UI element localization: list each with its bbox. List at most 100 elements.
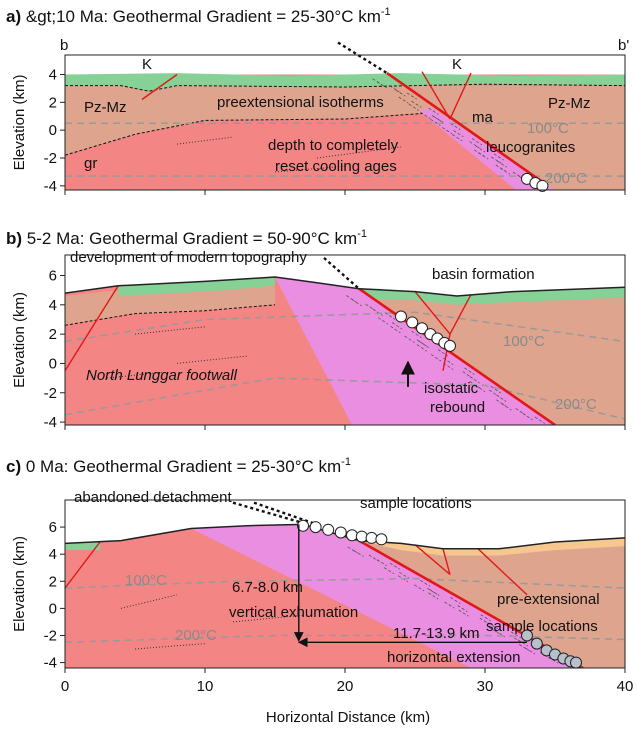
detachment — [386, 72, 549, 187]
sample — [395, 310, 407, 323]
fabric — [457, 605, 468, 612]
sample — [365, 531, 378, 544]
annotation: ma — [472, 109, 493, 126]
annotation: K — [142, 56, 152, 73]
unit — [118, 277, 275, 296]
annotation: sample locations — [486, 618, 598, 635]
fabric — [534, 416, 546, 424]
fabric — [346, 295, 357, 303]
sample — [530, 637, 543, 650]
fabric — [441, 127, 453, 135]
isotherm-trace — [120, 594, 178, 609]
annotation: 200°C — [175, 627, 217, 644]
fabric — [469, 141, 480, 149]
panel-title: c) 0 Ma: Geothermal Gradient = 25-30°C k… — [6, 456, 351, 476]
fabric — [488, 626, 499, 634]
sample — [297, 519, 309, 532]
annotation: horizontal extension — [387, 649, 520, 666]
annotation: sample locations — [360, 495, 472, 512]
fabric — [416, 344, 428, 352]
panel — [65, 71, 625, 190]
cross-sections: 4 2 0 -2 -4 Elevation (km) 6 4 2 0 -2 -4 Elevation (… — [11, 41, 626, 673]
unit — [65, 542, 100, 551]
fault — [65, 285, 119, 372]
annotation: b' — [618, 37, 629, 54]
topography — [65, 276, 625, 297]
fabric — [490, 385, 501, 394]
fabric — [428, 107, 439, 115]
y-tick-label: 6 — [49, 519, 57, 536]
sample — [570, 656, 582, 669]
fabric — [376, 81, 388, 89]
contact — [65, 83, 625, 92]
contact — [65, 113, 423, 156]
fabric — [518, 644, 530, 651]
fabric — [510, 631, 522, 639]
panel-title: b) 5-2 Ma: Geothermal Gradient = 50-90°C… — [6, 228, 367, 248]
unit — [65, 73, 625, 92]
fabric — [515, 408, 526, 416]
annotations: development of modern topography basin f… — [70, 249, 597, 416]
fault — [141, 73, 178, 101]
annotation: 11.7-13.9 km — [393, 625, 479, 642]
fabric — [395, 89, 406, 97]
fabric — [408, 103, 419, 111]
annotation: vertical exhumation — [229, 604, 358, 621]
fabric — [496, 399, 507, 407]
y-tick-label: 0 — [49, 122, 57, 139]
panel-title: a) &gt;10 Ma: Geothermal Gradient = 25-3… — [6, 6, 391, 26]
y-tick-label: -4 — [44, 178, 57, 195]
x-tick-label: 40 — [617, 678, 634, 695]
unit — [65, 284, 275, 326]
y-axis-label: Elevation (km) — [11, 536, 28, 632]
sample — [334, 526, 347, 539]
annotation: rebound — [430, 399, 485, 416]
panel-label: b) — [6, 229, 22, 248]
y-tick-label: -4 — [44, 414, 57, 431]
y-tick-label: 2 — [49, 326, 57, 343]
title-sup: -1 — [341, 456, 351, 468]
fault — [477, 548, 528, 596]
fabric — [443, 362, 454, 370]
y-axis-label: Elevation (km) — [11, 292, 28, 388]
fabric — [347, 546, 358, 554]
annotation: Pz-Mz — [548, 95, 591, 112]
annotation: depth to completely — [268, 137, 399, 154]
fabric — [490, 156, 502, 164]
fabric — [444, 601, 455, 609]
unit — [359, 287, 625, 305]
sample — [521, 629, 533, 642]
annotation: b — [60, 37, 68, 54]
y-axis-label: Elevation (km) — [11, 75, 28, 171]
fault — [449, 294, 472, 335]
projected-fault — [232, 501, 304, 525]
fabric — [428, 592, 439, 600]
fault — [65, 541, 101, 589]
fabric — [406, 92, 417, 100]
fabric — [501, 403, 512, 411]
title-text: &gt;10 Ma: Geothermal Gradient = 25-30°C… — [26, 7, 381, 26]
unit — [419, 107, 555, 190]
sample — [406, 316, 419, 329]
panel-label: c) — [6, 457, 21, 476]
fabric — [420, 111, 431, 119]
fabric — [391, 322, 403, 330]
unit — [191, 524, 583, 668]
sample — [536, 179, 549, 192]
panel — [65, 276, 625, 425]
fabric — [453, 130, 464, 138]
title-sup: -1 — [381, 6, 391, 18]
isotherm — [65, 377, 625, 420]
annotation: K — [452, 56, 462, 73]
panel — [65, 523, 625, 668]
fabric — [458, 609, 469, 617]
fabric — [427, 587, 438, 595]
y-tick-label: 2 — [49, 94, 57, 111]
fabric — [488, 389, 500, 397]
annotation: 200°C — [555, 396, 597, 413]
annotation: Pz-Mz — [84, 99, 127, 116]
annotation: reset cooling ages — [275, 158, 397, 175]
fabric — [383, 567, 395, 575]
x-tick-label: 10 — [197, 678, 214, 695]
fabric — [398, 571, 410, 579]
